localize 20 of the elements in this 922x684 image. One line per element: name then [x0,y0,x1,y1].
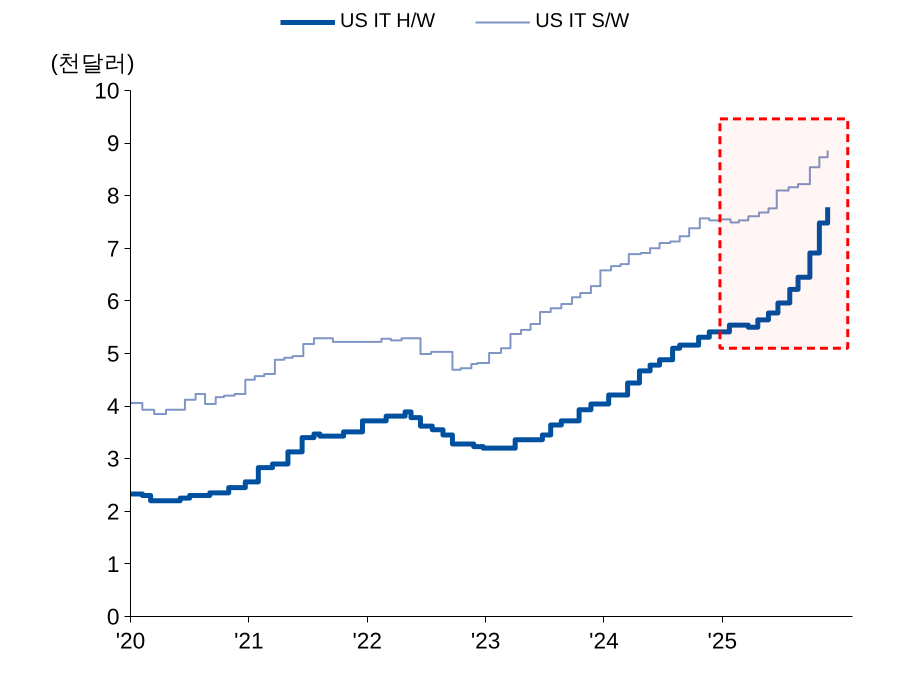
y-tick-label: 2 [106,498,120,524]
x-tick-label: '24 [589,628,619,654]
y-tick-label: 7 [106,235,120,262]
y-tick-label: 5 [106,340,120,366]
x-tick-label: '21 [234,628,264,654]
x-tick-label: '23 [470,628,500,654]
x-tick-label: '25 [708,628,738,654]
x-tick-label: '20 [116,628,146,654]
y-axis-title: (천달러) [50,50,135,76]
y-tick-label: 4 [106,393,120,420]
y-tick-label: 6 [106,288,120,314]
y-tick-label: 8 [106,182,120,209]
y-tick-label: 10 [94,78,120,104]
y-tick-label: 1 [106,550,120,577]
legend-label: US IT H/W [340,10,436,33]
x-tick-label: '22 [352,628,382,654]
legend-label: US IT S/W [535,10,630,33]
y-tick-label: 9 [106,130,120,156]
y-tick-label: 3 [106,446,120,472]
y-tick-label: 0 [106,604,120,630]
